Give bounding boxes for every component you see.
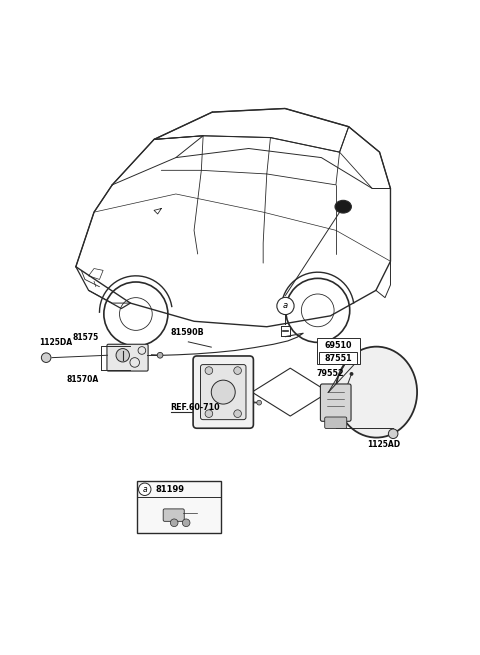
Bar: [317, 338, 360, 364]
FancyBboxPatch shape: [193, 356, 253, 428]
Circle shape: [349, 372, 353, 376]
Text: 87551: 87551: [324, 354, 352, 363]
Ellipse shape: [335, 200, 351, 213]
Circle shape: [157, 352, 163, 358]
Text: 81590B: 81590B: [170, 328, 204, 337]
Circle shape: [211, 380, 235, 404]
Circle shape: [205, 367, 213, 375]
Circle shape: [139, 483, 151, 495]
FancyBboxPatch shape: [324, 417, 347, 428]
Circle shape: [41, 353, 51, 362]
Circle shape: [170, 519, 178, 527]
Text: 1125DA: 1125DA: [39, 338, 72, 347]
Text: 81570A: 81570A: [67, 375, 99, 384]
Bar: [319, 352, 357, 364]
FancyBboxPatch shape: [107, 345, 148, 371]
Circle shape: [234, 367, 241, 375]
Text: a: a: [143, 485, 147, 494]
FancyBboxPatch shape: [201, 365, 246, 420]
Circle shape: [182, 519, 190, 527]
Text: 69510: 69510: [324, 341, 352, 350]
Text: a: a: [283, 301, 288, 310]
Circle shape: [205, 410, 213, 417]
Bar: [137, 481, 221, 533]
Text: 79552: 79552: [317, 369, 344, 379]
Circle shape: [234, 410, 241, 417]
FancyBboxPatch shape: [321, 384, 351, 421]
Text: 81575: 81575: [72, 333, 99, 342]
Text: 81199: 81199: [156, 485, 184, 494]
Circle shape: [116, 348, 130, 362]
Circle shape: [257, 400, 262, 405]
FancyBboxPatch shape: [163, 509, 184, 521]
Text: 1125AD: 1125AD: [367, 440, 400, 449]
Circle shape: [388, 429, 398, 439]
Ellipse shape: [336, 346, 417, 438]
Text: REF.60-710: REF.60-710: [170, 403, 220, 413]
Circle shape: [277, 297, 294, 314]
